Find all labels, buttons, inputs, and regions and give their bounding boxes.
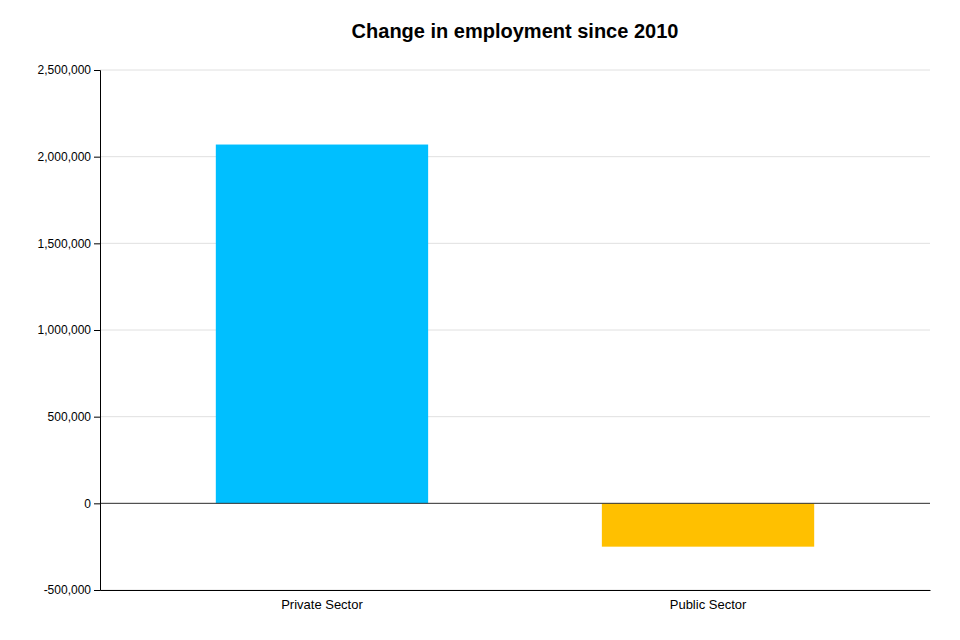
y-tick-mark — [94, 243, 100, 244]
y-tick-label: 2,000,000 — [38, 150, 92, 164]
bar — [602, 503, 814, 546]
grid-line — [100, 503, 930, 504]
x-tick: Public Sector — [670, 597, 747, 612]
y-tick-mark — [94, 330, 100, 331]
grid-line — [100, 590, 930, 591]
title: Change in employment since 2010 — [352, 20, 679, 42]
y-tick-label: 500,000 — [48, 410, 92, 424]
baseline — [100, 503, 930, 504]
y-axis: -500,000 0 500,000 1,000,000 1,500,000 2,000,… — [38, 63, 101, 597]
y-tick: 500,000 — [48, 410, 100, 424]
y-tick-label: 0 — [84, 497, 91, 511]
x-tick-label: Private Sector — [281, 597, 363, 612]
y-tick: -500,000 — [44, 583, 100, 597]
bars — [216, 145, 814, 547]
y-tick: 1,000,000 — [38, 323, 100, 337]
y-tick-mark — [94, 157, 100, 158]
x-axis: Private Sector Public Sector — [101, 591, 931, 613]
y-tick: 2,500,000 — [38, 63, 100, 77]
x-axis-line — [101, 590, 931, 591]
y-tick-label: -500,000 — [44, 583, 92, 597]
x-tick: Private Sector — [281, 597, 363, 612]
y-tick-mark — [94, 70, 100, 71]
y-tick: 1,500,000 — [38, 237, 100, 251]
chart: -500,000 0 500,000 1,000,000 1,500,000 2,000,… — [0, 0, 960, 640]
y-tick-label: 1,500,000 — [38, 237, 92, 251]
y-axis-line — [94, 71, 101, 591]
y-tick-label: 1,000,000 — [38, 323, 92, 337]
y-tick-label: 2,500,000 — [38, 63, 92, 77]
y-tick-mark — [94, 417, 100, 418]
grid-line — [100, 70, 930, 71]
y-tick: 2,000,000 — [38, 150, 100, 164]
x-tick-label: Public Sector — [670, 597, 747, 612]
y-tick-mark — [94, 503, 100, 504]
y-tick: 0 — [84, 497, 100, 511]
plot: -500,000 0 500,000 1,000,000 1,500,000 2,000,… — [38, 63, 931, 612]
y-tick-mark — [94, 590, 100, 591]
grid — [100, 70, 930, 590]
bar — [216, 145, 428, 504]
